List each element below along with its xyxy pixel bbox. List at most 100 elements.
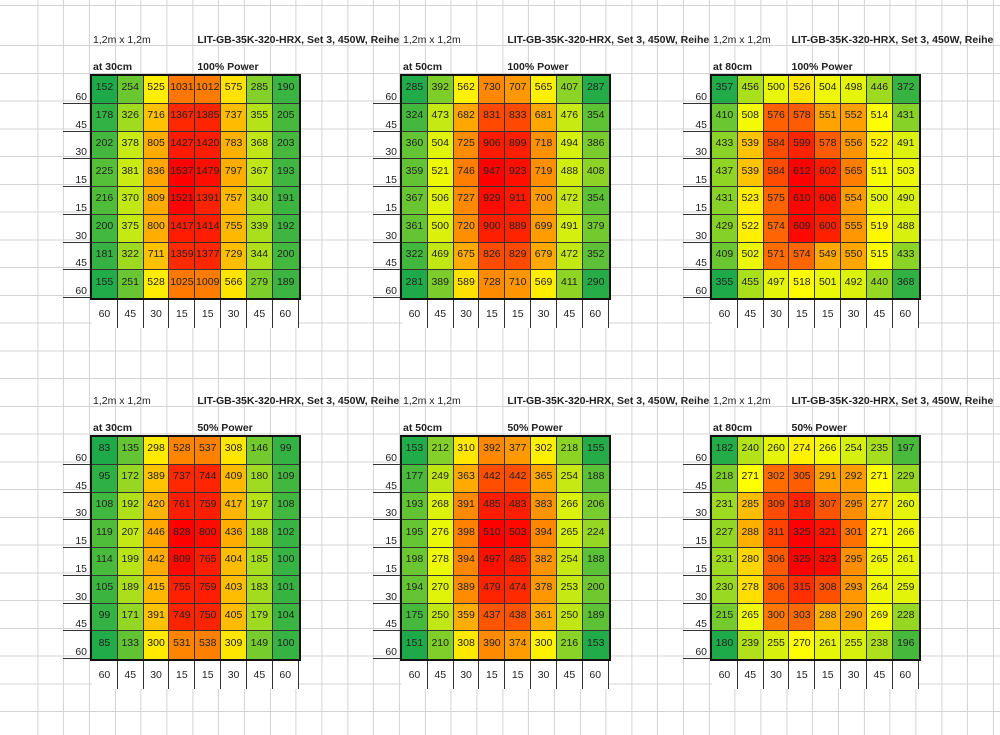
heatmap-cell[interactable]: 308 — [453, 631, 480, 659]
heatmap-cell[interactable]: 707 — [505, 76, 532, 104]
heatmap-cell[interactable]: 1367 — [169, 103, 196, 132]
heatmap-cell[interactable]: 730 — [479, 76, 506, 104]
heatmap-cell[interactable]: 360 — [402, 131, 428, 160]
heatmap-cell[interactable]: 101 — [272, 575, 299, 604]
heatmap-cell[interactable]: 321 — [815, 520, 842, 548]
heatmap-cell[interactable]: 261 — [892, 548, 919, 576]
heatmap-cell[interactable]: 300 — [143, 631, 170, 659]
heatmap-cell[interactable]: 251 — [117, 270, 144, 298]
heatmap-cell[interactable]: 285 — [246, 76, 273, 104]
heatmap-cell[interactable]: 146 — [246, 437, 273, 465]
heatmap-cell[interactable]: 300 — [531, 631, 557, 659]
heatmap-cell[interactable]: 929 — [479, 187, 506, 215]
heatmap-cell[interactable]: 265 — [556, 520, 583, 548]
heatmap-cell[interactable]: 216 — [556, 631, 583, 659]
heatmap-cell[interactable]: 759 — [195, 492, 222, 521]
heatmap-cell[interactable]: 254 — [556, 548, 583, 576]
heatmap-cell[interactable]: 250 — [427, 603, 454, 632]
heatmap-cell[interactable]: 492 — [841, 270, 867, 298]
heatmap-cell[interactable]: 1359 — [169, 242, 196, 271]
heatmap-cell[interactable]: 718 — [531, 131, 557, 160]
heatmap-cell[interactable]: 700 — [531, 187, 557, 215]
heatmap-cell[interactable]: 189 — [582, 603, 609, 632]
heatmap-cell[interactable]: 469 — [427, 242, 454, 271]
heatmap-cell[interactable]: 229 — [892, 464, 919, 493]
heatmap-cell[interactable]: 1025 — [169, 270, 196, 298]
heatmap-cell[interactable]: 716 — [143, 103, 170, 132]
heatmap-cell[interactable]: 155 — [582, 437, 609, 465]
heatmap-cell[interactable]: 923 — [505, 159, 532, 187]
heatmap-cell[interactable]: 519 — [866, 214, 893, 243]
heatmap-cell[interactable]: 398 — [453, 520, 480, 548]
heatmap-cell[interactable]: 494 — [556, 131, 583, 160]
heatmap-cell[interactable]: 831 — [479, 103, 506, 132]
heatmap-cell[interactable]: 539 — [737, 131, 764, 160]
heatmap-cell[interactable]: 271 — [737, 464, 764, 493]
heatmap-cell[interactable]: 354 — [582, 103, 609, 132]
heatmap-cell[interactable]: 408 — [582, 159, 609, 187]
heatmap-cell[interactable]: 322 — [402, 242, 428, 271]
heatmap-cell[interactable]: 556 — [841, 131, 867, 160]
heatmap-cell[interactable]: 515 — [866, 242, 893, 271]
heatmap-cell[interactable]: 500 — [866, 187, 893, 215]
heatmap-cell[interactable]: 290 — [841, 603, 867, 632]
heatmap-cell[interactable]: 177 — [402, 464, 428, 493]
heatmap-cell[interactable]: 539 — [737, 159, 764, 187]
heatmap-cell[interactable]: 279 — [246, 270, 273, 298]
heatmap-cell[interactable]: 269 — [866, 603, 893, 632]
heatmap-cell[interactable]: 277 — [866, 492, 893, 521]
heatmap-cell[interactable]: 261 — [815, 631, 842, 659]
heatmap-cell[interactable]: 188 — [582, 464, 609, 493]
heatmap-cell[interactable]: 216 — [92, 187, 118, 215]
heatmap-cell[interactable]: 433 — [892, 242, 919, 271]
heatmap-cell[interactable]: 311 — [763, 520, 790, 548]
heatmap-cell[interactable]: 755 — [221, 214, 247, 243]
heatmap-cell[interactable]: 490 — [892, 187, 919, 215]
heatmap-cell[interactable]: 205 — [272, 103, 299, 132]
heatmap-cell[interactable]: 699 — [531, 214, 557, 243]
heatmap-cell[interactable]: 363 — [453, 464, 480, 493]
heatmap-cell[interactable]: 1377 — [195, 242, 222, 271]
heatmap-cell[interactable]: 278 — [737, 575, 764, 604]
heatmap-cell[interactable]: 192 — [272, 214, 299, 243]
heatmap-cell[interactable]: 761 — [169, 492, 196, 521]
heatmap-cell[interactable]: 565 — [531, 76, 557, 104]
heatmap-cell[interactable]: 417 — [221, 492, 247, 521]
heatmap-cell[interactable]: 318 — [789, 492, 816, 521]
heatmap-cell[interactable]: 1009 — [195, 270, 222, 298]
heatmap-cell[interactable]: 344 — [246, 242, 273, 271]
heatmap-cell[interactable]: 195 — [402, 520, 428, 548]
heatmap-cell[interactable]: 526 — [789, 76, 816, 104]
heatmap-cell[interactable]: 359 — [453, 603, 480, 632]
heatmap-cell[interactable]: 249 — [427, 464, 454, 493]
heatmap-cell[interactable]: 265 — [737, 603, 764, 632]
heatmap-cell[interactable]: 189 — [272, 270, 299, 298]
heatmap-cell[interactable]: 537 — [195, 437, 222, 465]
heatmap-cell[interactable]: 442 — [143, 548, 170, 576]
heatmap-cell[interactable]: 292 — [841, 464, 867, 493]
heatmap-cell[interactable]: 528 — [143, 270, 170, 298]
heatmap-cell[interactable]: 606 — [815, 187, 842, 215]
heatmap-cell[interactable]: 271 — [866, 520, 893, 548]
heatmap-cell[interactable]: 100 — [272, 631, 299, 659]
heatmap-cell[interactable]: 225 — [92, 159, 118, 187]
heatmap-cell[interactable]: 562 — [453, 76, 480, 104]
heatmap-cell[interactable]: 255 — [841, 631, 867, 659]
heatmap-cell[interactable]: 394 — [531, 520, 557, 548]
heatmap-cell[interactable]: 268 — [427, 492, 454, 521]
heatmap-cell[interactable]: 528 — [169, 437, 196, 465]
heatmap-cell[interactable]: 389 — [427, 270, 454, 298]
heatmap-cell[interactable]: 511 — [866, 159, 893, 187]
heatmap-cell[interactable]: 523 — [737, 187, 764, 215]
heatmap-cell[interactable]: 1537 — [169, 159, 196, 187]
heatmap-cell[interactable]: 737 — [221, 103, 247, 132]
heatmap-cell[interactable]: 300 — [763, 603, 790, 632]
heatmap-cell[interactable]: 502 — [737, 242, 764, 271]
heatmap-cell[interactable]: 298 — [143, 437, 170, 465]
heatmap-cell[interactable]: 193 — [402, 492, 428, 521]
heatmap-cell[interactable]: 372 — [892, 76, 919, 104]
heatmap-cell[interactable]: 181 — [92, 242, 118, 271]
heatmap-cell[interactable]: 565 — [841, 159, 867, 187]
heatmap-cell[interactable]: 711 — [143, 242, 170, 271]
heatmap-cell[interactable]: 323 — [815, 548, 842, 576]
